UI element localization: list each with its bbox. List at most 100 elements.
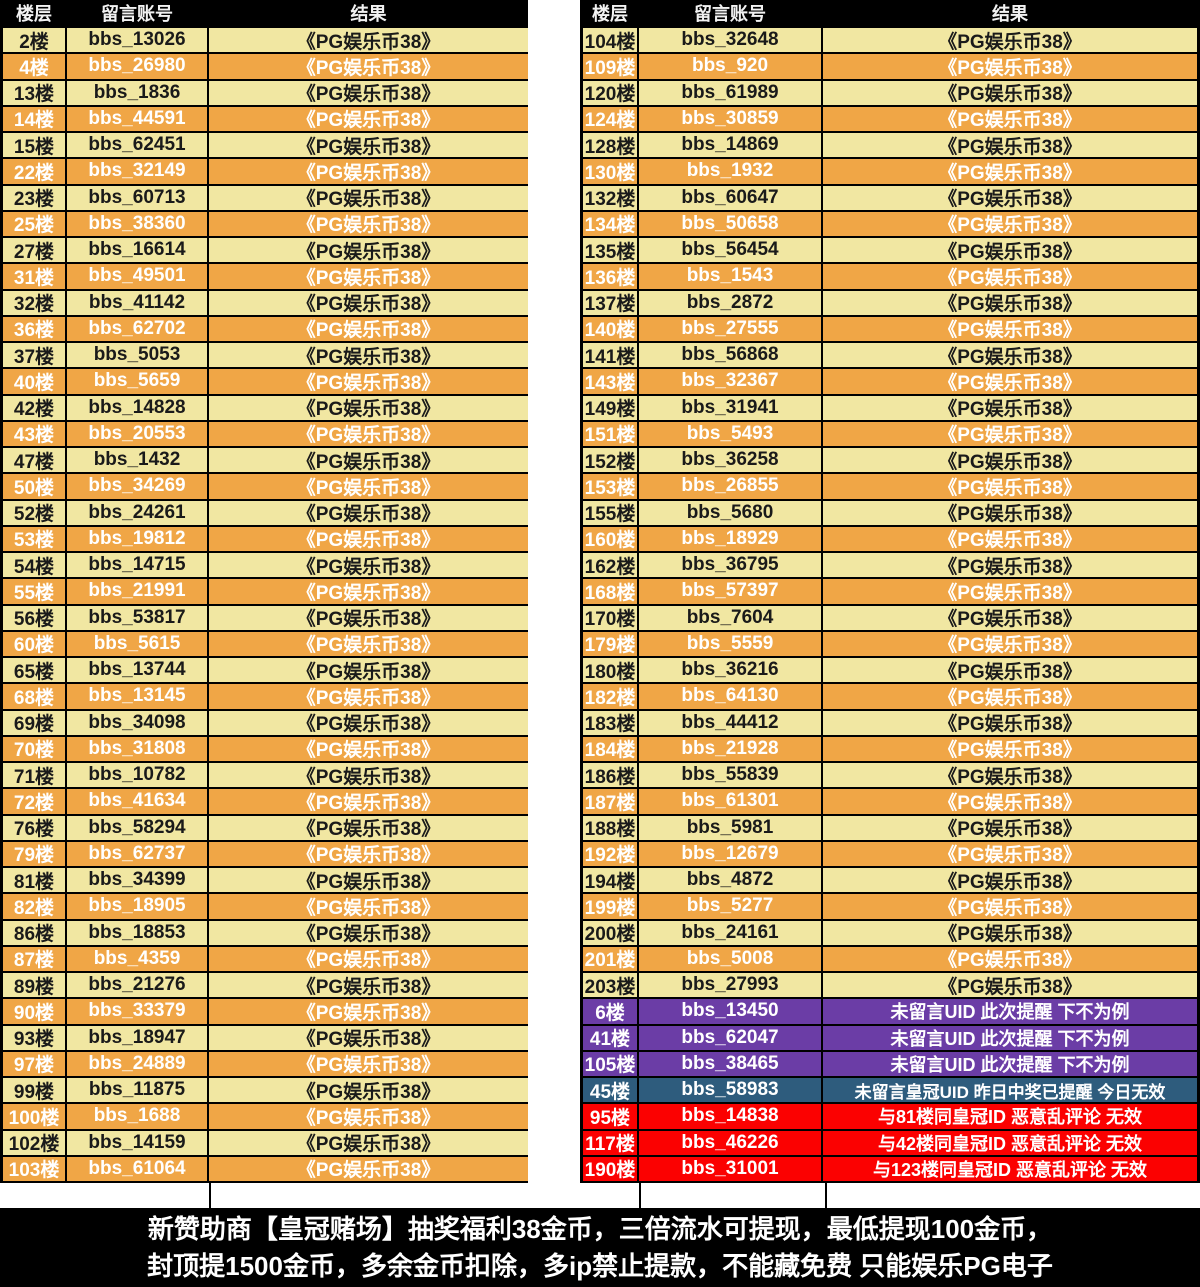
table-row: 134楼 bbs_50658 《PG娱乐币38》 [583,211,1197,238]
account-cell: bbs_58294 [67,815,209,840]
table-row: 184楼 bbs_21928 《PG娱乐币38》 [583,736,1197,763]
floor-cell: 100楼 [3,1104,67,1129]
account-cell: bbs_58983 [639,1078,823,1103]
floor-cell: 143楼 [583,369,639,394]
table-row: 25楼 bbs_38360 《PG娱乐币38》 [3,211,528,238]
result-cell: 《PG娱乐币38》 [938,162,1082,184]
account-cell: bbs_31001 [639,1156,823,1181]
account-cell: bbs_1836 [67,80,209,105]
result-cell: 《PG娱乐币38》 [296,1134,441,1155]
floor-cell: 14楼 [3,106,67,131]
account-cell: bbs_5615 [67,631,209,656]
account-cell: bbs_32648 [639,28,823,53]
result-cell: 《PG娱乐币38》 [938,372,1082,394]
table-row: 14楼 bbs_44591 《PG娱乐币38》 [3,106,528,133]
floor-cell: 124楼 [583,106,639,131]
table-row: 68楼 bbs_13145 《PG娱乐币38》 [3,684,528,711]
floor-cell: 4楼 [3,54,67,79]
result-cell: 《PG娱乐币38》 [938,504,1082,525]
account-cell: bbs_64130 [639,684,823,709]
account-cell: bbs_33379 [67,999,209,1024]
floor-cell: 179楼 [583,631,639,656]
account-cell: bbs_41634 [67,789,209,814]
table-row: 31楼 bbs_49501 《PG娱乐币38》 [3,264,528,291]
table-row: 36楼 bbs_62702 《PG娱乐币38》 [3,316,528,343]
result-cell: 《PG娱乐币38》 [938,687,1082,709]
floor-cell: 86楼 [3,920,67,945]
table-row: 187楼 bbs_61301 《PG娱乐币38》 [583,789,1197,816]
table-row: 183楼 bbs_44412 《PG娱乐币38》 [583,710,1197,737]
account-cell: bbs_14838 [639,1104,823,1129]
result-cell: 《PG娱乐币38》 [938,556,1082,578]
account-cell: bbs_34399 [67,868,209,893]
floor-cell: 153楼 [583,474,639,499]
table-row: 203楼 bbs_27993 《PG娱乐币38》 [583,973,1197,1000]
table-row: 22楼 bbs_32149 《PG娱乐币38》 [3,159,528,186]
floor-cell: 149楼 [583,395,639,420]
floor-cell: 89楼 [3,973,67,998]
floor-cell: 37楼 [3,343,67,368]
result-cell: 《PG娱乐币38》 [296,1107,441,1129]
result-cell: 《PG娱乐币38》 [296,504,441,525]
account-cell: bbs_21991 [67,579,209,604]
table-row: 100楼 bbs_1688 《PG娱乐币38》 [3,1104,528,1131]
table-row: 71楼 bbs_10782 《PG娱乐币38》 [3,763,528,790]
result-cell: 《PG娱乐币38》 [938,924,1082,945]
floor-cell: 203楼 [583,973,639,998]
table-row: 41楼 bbs_62047 未留言UID 此次提醒 下不为例 [583,1025,1197,1052]
header-result: 结果 [350,4,387,24]
table-row: 93楼 bbs_18947 《PG娱乐币38》 [3,1025,528,1052]
floor-cell: 135楼 [583,238,639,263]
result-cell: 《PG娱乐币38》 [296,661,441,683]
floor-cell: 82楼 [3,894,67,919]
floor-cell: 103楼 [3,1156,67,1181]
account-cell: bbs_36795 [639,553,823,578]
result-cell: 《PG娱乐币38》 [938,766,1082,788]
account-cell: bbs_16614 [67,238,209,263]
result-cell: 《PG娱乐币38》 [296,897,441,919]
result-cell: 《PG娱乐币38》 [296,950,441,971]
result-cell: 《PG娱乐币38》 [938,57,1082,79]
table-row: 186楼 bbs_55839 《PG娱乐币38》 [583,763,1197,790]
table-left-bottom-gridlines [0,1183,528,1208]
result-cell: 《PG娱乐币38》 [296,189,441,210]
result-cell: 《PG娱乐币38》 [296,556,441,578]
table-row: 76楼 bbs_58294 《PG娱乐币38》 [3,815,528,842]
result-cell: 《PG娱乐币38》 [938,871,1082,893]
result-cell: 《PG娱乐币38》 [938,845,1082,866]
floor-cell: 72楼 [3,789,67,814]
table-row: 194楼 bbs_4872 《PG娱乐币38》 [583,868,1197,895]
result-cell: 《PG娱乐币38》 [296,425,441,446]
account-cell: bbs_56454 [639,238,823,263]
result-cell: 《PG娱乐币38》 [938,189,1082,210]
floor-cell: 15楼 [3,133,67,158]
table-row: 70楼 bbs_31808 《PG娱乐币38》 [3,736,528,763]
result-cell: 《PG娱乐币38》 [938,661,1082,683]
result-cell: 《PG娱乐币38》 [296,635,441,656]
result-cell: 《PG娱乐币38》 [938,582,1082,604]
table-row: 45楼 bbs_58983 未留言皇冠UID 昨日中奖已提醒 今日无效 [583,1078,1197,1105]
account-cell: bbs_24161 [639,920,823,945]
account-cell: bbs_14715 [67,553,209,578]
floor-cell: 117楼 [583,1130,639,1155]
table-row: 95楼 bbs_14838 与81楼同皇冠ID 恶意乱评论 无效 [583,1104,1197,1131]
result-cell: 《PG娱乐币38》 [296,582,441,604]
account-cell: bbs_62047 [639,1025,823,1050]
floor-cell: 56楼 [3,605,67,630]
result-cell: 未留言皇冠UID 昨日中奖已提醒 今日无效 [854,1082,1166,1102]
table-row: 168楼 bbs_57397 《PG娱乐币38》 [583,579,1197,606]
result-cell: 《PG娱乐币38》 [296,31,441,53]
floor-cell: 180楼 [583,658,639,683]
result-cell: 《PG娱乐币38》 [938,477,1082,499]
account-cell: bbs_44591 [67,106,209,131]
floor-cell: 47楼 [3,448,67,473]
floor-cell: 31楼 [3,264,67,289]
floor-cell: 183楼 [583,710,639,735]
result-cell: 《PG娱乐币38》 [938,897,1082,919]
table-row: 52楼 bbs_24261 《PG娱乐币38》 [3,500,528,527]
account-cell: bbs_12679 [639,841,823,866]
result-cell: 《PG娱乐币38》 [938,976,1082,998]
results-table-left: 楼层 留言账号 结果 2楼 bbs_13026 《PG娱乐币38》 4楼 bbs_26980 《… [0,0,528,1183]
account-cell: bbs_11875 [67,1078,209,1103]
